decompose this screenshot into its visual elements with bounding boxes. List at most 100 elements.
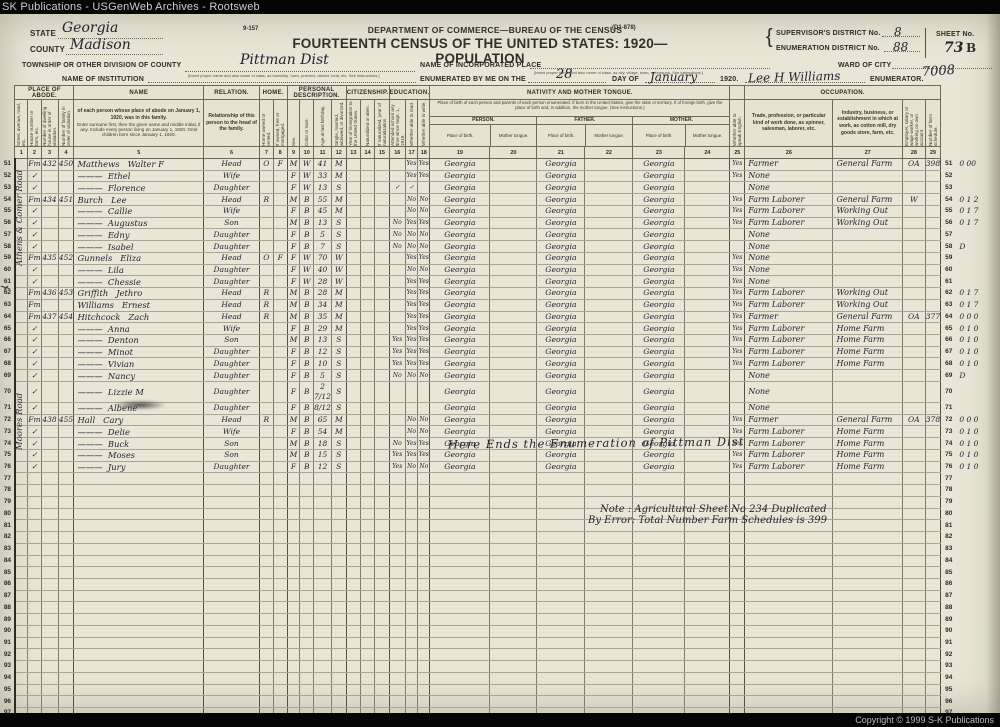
cell-natyr	[374, 287, 390, 300]
row-number-left: 68	[1, 357, 16, 370]
cell-mort: F	[273, 158, 288, 171]
cell-mort	[273, 601, 288, 615]
margin-annotation: 0 1 0	[959, 461, 979, 471]
cell-write: Yes	[417, 437, 431, 450]
cell-nat	[360, 519, 376, 533]
cell-own	[259, 601, 274, 615]
row-number-right: 55	[945, 207, 953, 215]
cell-mt	[684, 158, 731, 171]
cell-house: ✓	[27, 322, 42, 336]
cell-street	[14, 449, 29, 462]
cell-read: Yes	[405, 158, 419, 171]
state-value: Georgia	[62, 20, 119, 36]
column-number: 13	[345, 146, 361, 159]
table-row: 75 ✓ ——— Moses Son M B 15 S Yes Yes Yes Georgia Geor…	[1, 449, 993, 462]
cell-house	[27, 484, 42, 497]
cell-own	[259, 637, 274, 650]
row-number-right: 51	[945, 160, 953, 168]
cell-dw: 438	[41, 414, 59, 427]
cell-name	[73, 578, 205, 591]
cell-own	[259, 695, 274, 709]
enumerator-label: ENUMERATOR.	[870, 76, 924, 83]
cell-own: R	[259, 299, 274, 312]
cell-fb: Georgia	[536, 437, 586, 450]
cell-house	[27, 555, 42, 568]
cell-read	[405, 543, 419, 556]
cell-write	[417, 625, 431, 638]
cell-name: Gunnels Eliza	[73, 252, 205, 265]
cell-farm	[925, 684, 942, 697]
cell-mar	[331, 590, 347, 603]
row-number-left: 84	[1, 555, 16, 567]
cell-read	[405, 519, 419, 533]
column-number: 15	[374, 146, 390, 159]
cell-house	[27, 590, 42, 603]
nativity-subheads: PERSON. Place of birth. Mother tongue. FATH…	[430, 117, 729, 146]
cell-read: No	[405, 193, 419, 206]
cell-ft	[584, 461, 634, 474]
cell-read: Yes	[405, 287, 419, 300]
form-number: 9-157	[243, 26, 259, 32]
cell-rel: Daughter	[203, 402, 260, 415]
cell-trade	[744, 672, 834, 685]
cell-mb: Georgia	[632, 369, 686, 382]
cell-age	[313, 613, 332, 626]
cell-fam	[58, 684, 75, 697]
cell-emp	[902, 672, 926, 685]
cell-house: ✓	[27, 334, 42, 347]
cell-pt	[489, 334, 538, 347]
row-number-right: 80	[945, 509, 953, 517]
cell-emp	[902, 484, 926, 497]
cell-trade: Farm Laborer	[744, 346, 834, 359]
cell-mar: M	[331, 425, 347, 439]
cell-name	[73, 601, 205, 615]
cell-sex: F	[287, 181, 301, 195]
township-value: Pittman Dist	[240, 52, 329, 68]
cell-street	[14, 334, 29, 347]
cell-ft	[584, 648, 634, 662]
cell-ind: Home Farm	[832, 437, 903, 450]
cell-write: Yes	[417, 346, 431, 359]
cell-write	[417, 508, 431, 521]
cell-name	[73, 555, 205, 568]
cell-emp	[902, 613, 926, 626]
column-label-farm: Number of farm schedule.	[924, 99, 942, 147]
cell-fam	[58, 425, 75, 439]
cell-write	[417, 519, 431, 533]
cell-write	[417, 484, 431, 497]
table-row: 68 ✓ ——— Vivian Daughter F B 10 S Yes Yes Yes Georg…	[1, 357, 993, 371]
cell-pt	[489, 437, 538, 450]
cell-read	[405, 381, 419, 403]
place-of-birth-label: Place of birth.	[633, 125, 686, 146]
cell-ind	[832, 252, 903, 265]
cell-sch	[389, 275, 406, 289]
table-row: 82 82	[1, 531, 993, 544]
cell-street	[14, 472, 29, 486]
cell-dw	[41, 672, 59, 685]
cell-mort	[273, 566, 288, 579]
column-number: 4	[57, 146, 75, 159]
cell-imm	[346, 311, 361, 324]
cell-dw	[41, 357, 59, 371]
cell-pb: Georgia	[429, 287, 491, 300]
cell-write	[417, 555, 431, 568]
cell-age	[313, 508, 332, 521]
cell-mb: Georgia	[632, 346, 686, 359]
cell-nat	[360, 205, 376, 218]
row-number-right: 75	[945, 451, 953, 459]
cell-fb	[536, 613, 586, 626]
cell-race: B	[299, 449, 315, 462]
cell-eng	[729, 228, 746, 242]
cell-rel: Wife	[203, 425, 260, 439]
row-number-left: 94	[1, 672, 16, 685]
cell-sex	[287, 637, 301, 650]
cell-fam	[58, 508, 75, 521]
cell-mt	[684, 601, 731, 615]
row-number-left: 67	[1, 346, 16, 358]
cell-imm	[346, 287, 361, 300]
cell-ft	[584, 672, 634, 685]
cell-mar: S	[331, 381, 347, 403]
cell-mort	[273, 264, 288, 277]
row-number-left: 92	[1, 648, 16, 661]
cell-sex: F	[287, 264, 301, 277]
